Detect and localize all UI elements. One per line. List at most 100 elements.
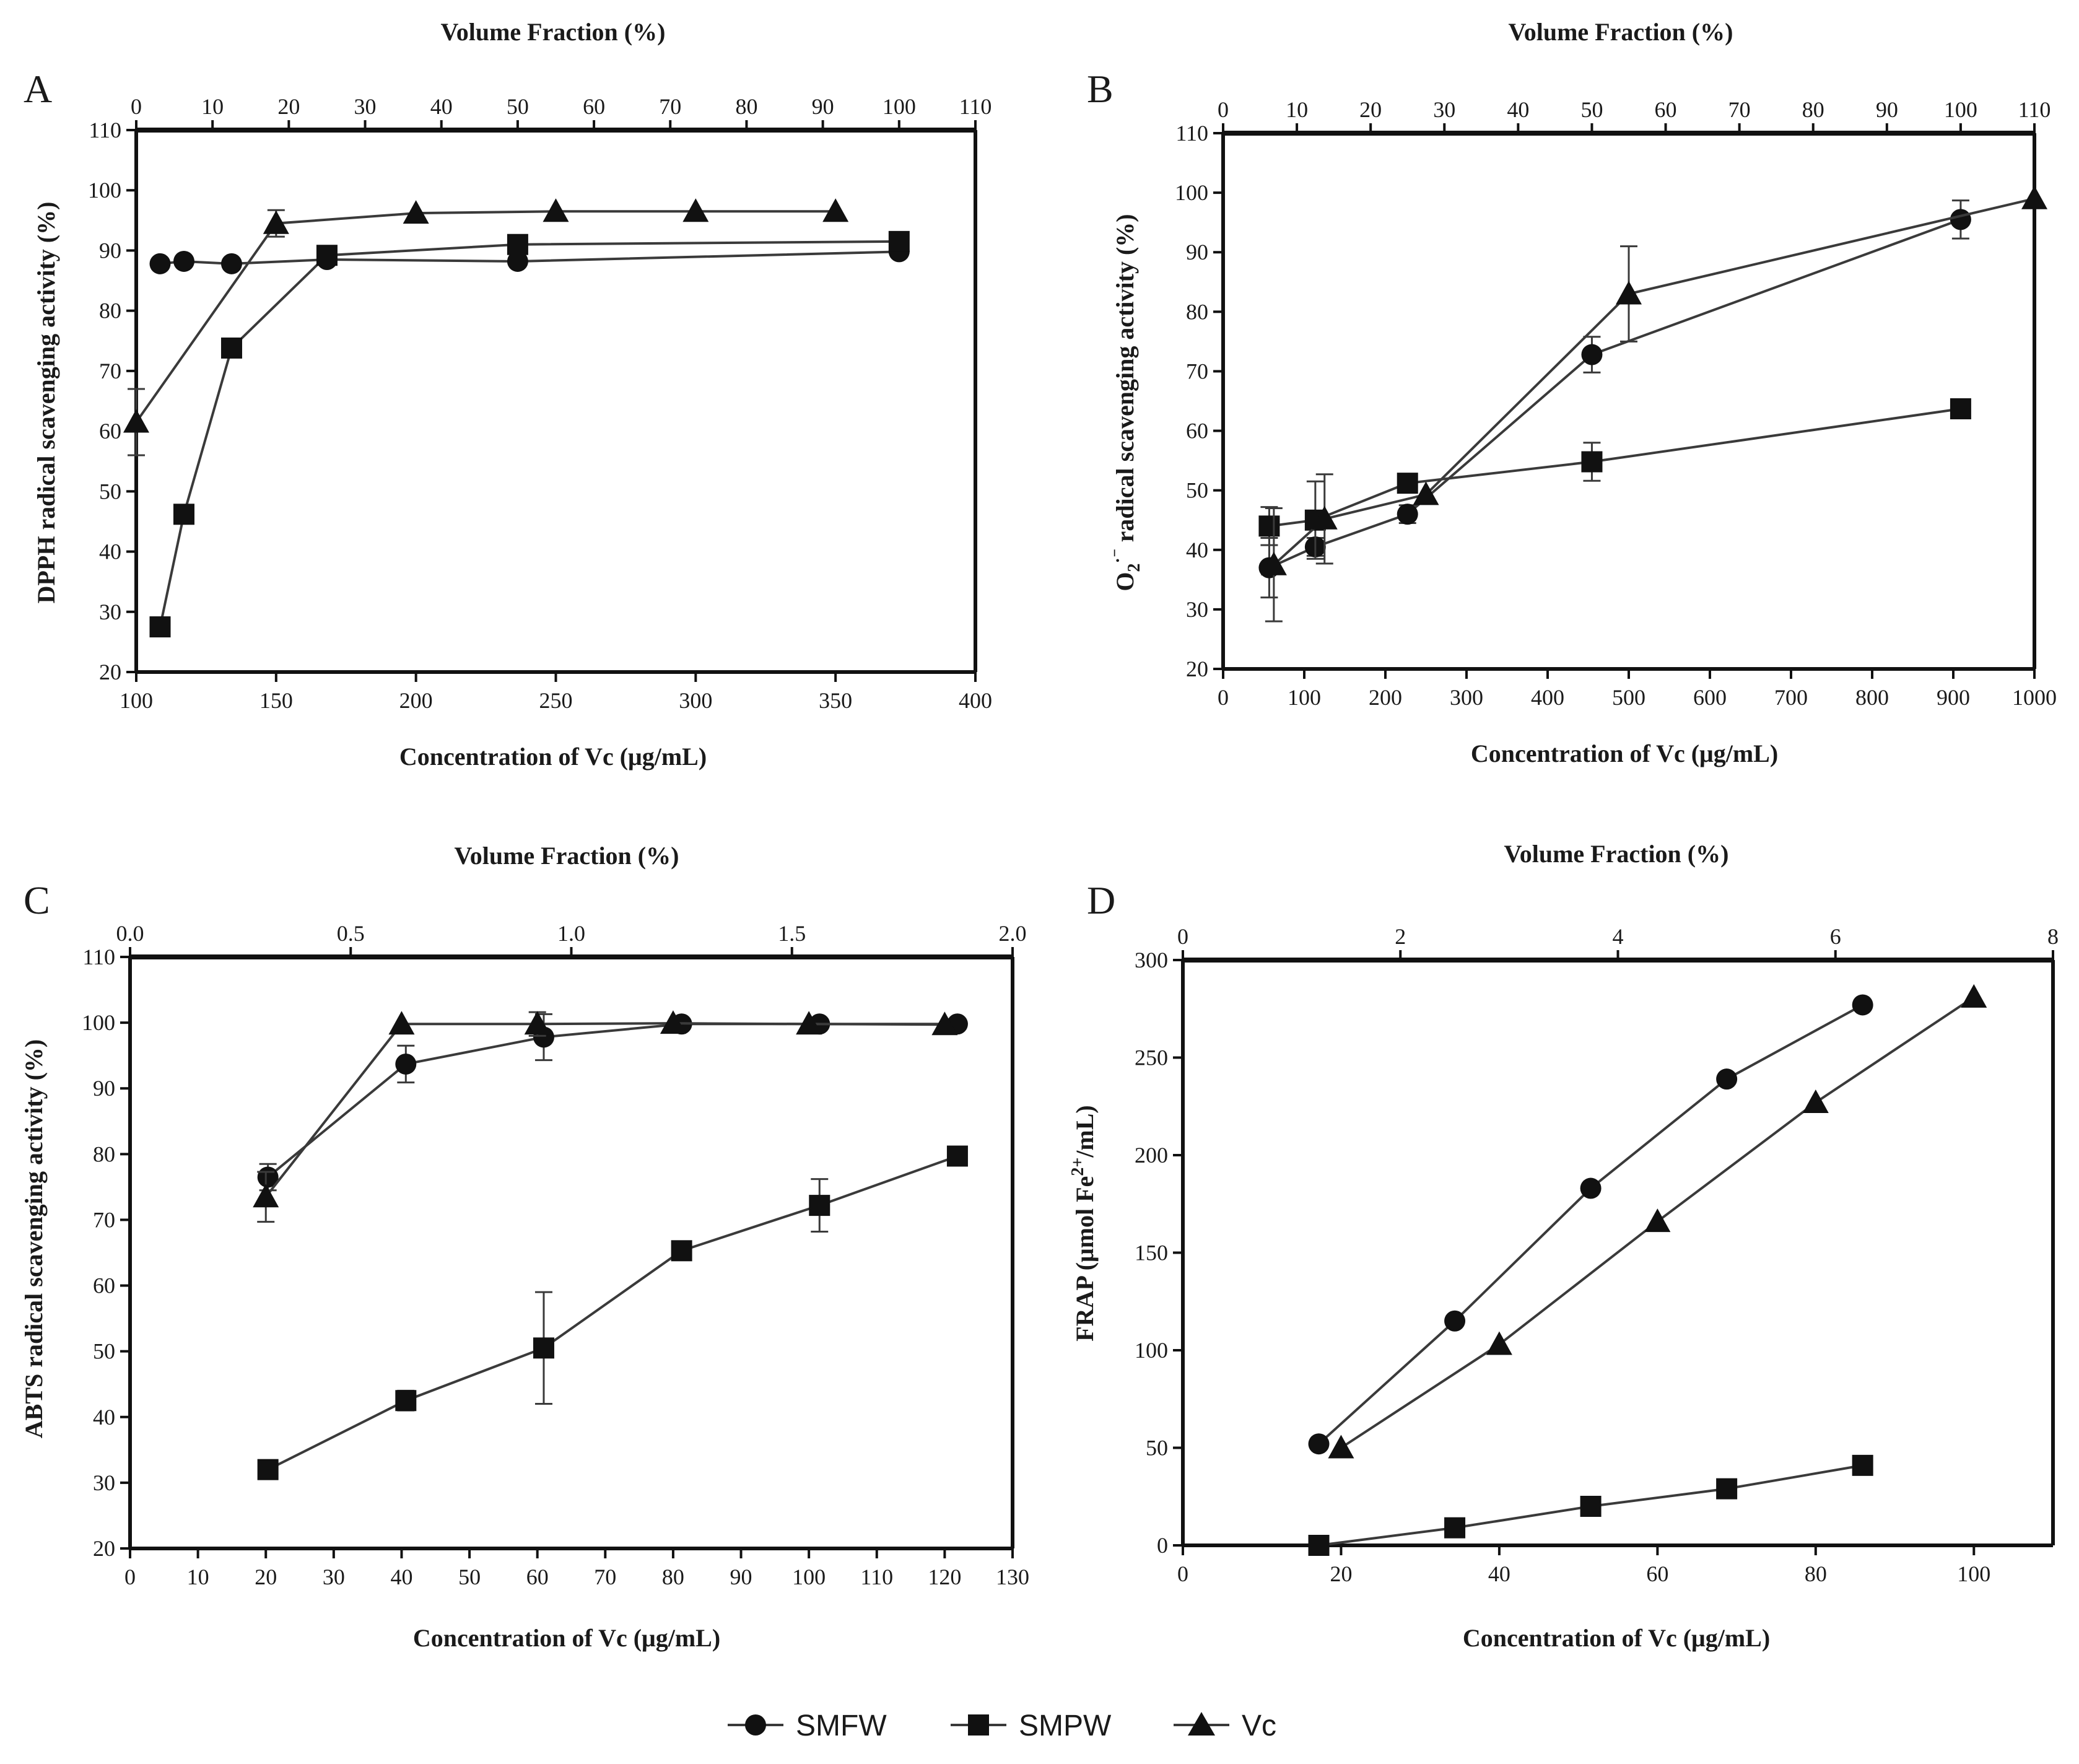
panel-letter-a: A: [24, 67, 52, 111]
y-tick-label-d: 50: [1146, 1436, 1168, 1461]
x-tick-label-a: 150: [259, 688, 293, 713]
top-tick-label-b: 70: [1728, 97, 1751, 122]
top-tick-label-c: 0.5: [337, 921, 365, 946]
top-tick-label-d: 6: [1830, 924, 1841, 949]
y-tick-label-a: 70: [99, 359, 121, 383]
x-axis-title-a: Concentration of Vc (μg/mL): [399, 743, 707, 771]
y-tick-label-a: 30: [99, 600, 121, 624]
data-point-smpw-d: [1444, 1517, 1466, 1539]
data-point-smfw-d: [1580, 1177, 1602, 1199]
data-point-vc-a: [403, 200, 429, 224]
data-point-smfw-a: [149, 253, 171, 274]
data-point-smpw-c: [946, 1145, 968, 1167]
data-point-smpw-b: [1581, 451, 1603, 473]
data-point-vc-a: [822, 198, 849, 222]
data-point-vc-b: [1413, 481, 1439, 505]
y-tick-label-c: 70: [93, 1207, 115, 1232]
y-tick-label-c: 40: [93, 1405, 115, 1430]
x-tick-label-a: 100: [120, 688, 153, 713]
legend-item-smfw: SMFW: [728, 1709, 887, 1742]
y-axis-title-b: O2·⁻ radical scavenging activity (%): [1109, 214, 1144, 591]
top-axis-title-c: Volume Fraction (%): [455, 842, 679, 870]
top-tick-label-d: 4: [1613, 924, 1624, 949]
y-tick-label-c: 30: [93, 1470, 115, 1495]
x-tick-label-b: 100: [1288, 685, 1321, 710]
data-point-vc-c: [796, 1011, 822, 1035]
x-tick-label-a: 350: [819, 688, 852, 713]
series-line-vc-a: [135, 210, 836, 423]
top-axis-title-d: Volume Fraction (%): [1504, 840, 1729, 868]
top-tick-label-a: 40: [430, 94, 453, 119]
data-point-vc-b: [1616, 281, 1642, 305]
series-line-smfw-c: [267, 1023, 957, 1179]
x-tick-label-c: 110: [860, 1565, 893, 1589]
data-point-vc-d: [1961, 984, 1987, 1008]
series-line-smfw-b: [1268, 218, 1961, 569]
data-point-smfw-d: [1716, 1068, 1738, 1090]
data-point-smpw-a: [888, 230, 910, 252]
top-tick-label-c: 1.0: [557, 921, 585, 946]
data-point-smpw-a: [173, 504, 194, 525]
y-tick-label-a: 60: [99, 419, 121, 443]
x-tick-label-b: 400: [1531, 685, 1564, 710]
y-tick-label-b: 90: [1186, 240, 1208, 264]
data-point-smpw-b: [1950, 398, 1971, 419]
series-line-smpw-a: [159, 240, 899, 627]
data-point-vc-d: [1328, 1434, 1354, 1459]
y-tick-label-a: 20: [99, 660, 121, 684]
x-tick-label-b: 1000: [2012, 685, 2057, 710]
data-point-smpw-c: [809, 1195, 830, 1216]
panel-d: D Volume Fraction (%) Concentration of V…: [1068, 840, 2059, 1652]
data-point-smfw-a: [220, 253, 242, 274]
data-point-smpw-b: [1397, 473, 1418, 494]
x-tick-label-b: 700: [1774, 685, 1808, 710]
legend-item-smpw: SMPW: [951, 1709, 1112, 1742]
panel-letter-d: D: [1087, 878, 1115, 922]
y-tick-label-a: 50: [99, 479, 121, 504]
y-tick-label-c: 110: [82, 945, 115, 969]
top-tick-label-b: 110: [2018, 97, 2051, 122]
y-axis-title-a: DPPH radical scavenging activity (%): [32, 202, 60, 604]
top-tick-label-c: 2.0: [999, 921, 1027, 946]
data-point-smpw-c: [671, 1240, 692, 1262]
x-tick-label-c: 70: [594, 1565, 616, 1589]
legend-label-smfw: SMFW: [796, 1709, 887, 1742]
data-point-smpw-d: [1716, 1478, 1738, 1500]
x-tick-label-a: 300: [679, 688, 712, 713]
y-tick-label-b: 50: [1186, 478, 1208, 503]
data-point-smfw-b: [1950, 209, 1971, 230]
data-point-vc-d: [1644, 1208, 1671, 1233]
top-tick-label-c: 1.5: [778, 921, 806, 946]
y-tick-label-b: 100: [1175, 180, 1208, 205]
top-tick-label-a: 60: [583, 94, 605, 119]
data-point-smfw-d: [1852, 994, 1873, 1016]
x-tick-label-c: 0: [124, 1565, 136, 1589]
x-tick-label-d: 60: [1646, 1561, 1668, 1586]
data-point-vc-c: [931, 1011, 958, 1036]
x-tick-label-b: 300: [1450, 685, 1483, 710]
series-line-vc-c: [264, 1022, 945, 1198]
series-line-vc-b: [1273, 197, 2035, 566]
data-point-vc-b: [1260, 551, 1287, 575]
y-tick-label-d: 150: [1135, 1241, 1168, 1265]
top-tick-label-b: 80: [1802, 97, 1824, 122]
top-tick-label-b: 30: [1433, 97, 1455, 122]
data-point-vc-c: [388, 1011, 415, 1035]
data-point-vc-b: [2021, 185, 2047, 209]
y-axis-title-d: FRAP (μmol Fe2+/mL): [1068, 1105, 1099, 1341]
panel-a: A Volume Fraction (%) Concentration of V…: [24, 18, 992, 771]
data-point-smpw-d: [1852, 1454, 1873, 1476]
x-tick-label-a: 400: [959, 688, 992, 713]
top-tick-label-a: 100: [883, 94, 916, 119]
x-tick-label-d: 80: [1805, 1561, 1827, 1586]
top-tick-label-d: 0: [1177, 924, 1188, 949]
top-tick-label-a: 30: [354, 94, 377, 119]
y-tick-label-c: 100: [82, 1010, 115, 1035]
x-tick-label-c: 90: [730, 1565, 752, 1589]
panel-letter-c: C: [24, 878, 50, 922]
y-axis-title-c: ABTS radical scavenging activity (%): [20, 1039, 48, 1438]
data-point-vc-d: [1802, 1089, 1829, 1113]
data-point-vc-b: [1311, 505, 1338, 530]
top-tick-label-b: 90: [1876, 97, 1898, 122]
top-tick-label-a: 20: [277, 94, 300, 119]
